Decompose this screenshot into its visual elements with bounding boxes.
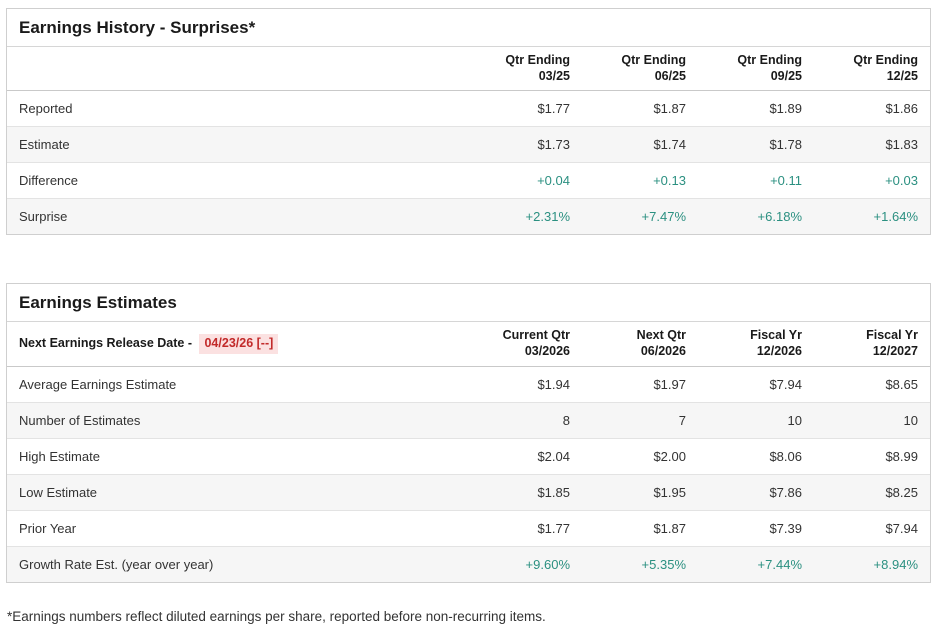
row-label: Average Earnings Estimate — [19, 376, 177, 392]
cell-value: $1.89 — [769, 101, 802, 117]
table-row-high-estimate: High Estimate $2.04 $2.00 $8.06 $8.99 — [7, 438, 930, 474]
cell-value: $2.00 — [653, 448, 686, 464]
history-column-header-1: Qtr Ending 03/25 — [466, 47, 582, 92]
history-column-header-3: Qtr Ending 09/25 — [698, 47, 814, 92]
earnings-history-panel: Earnings History - Surprises* Qtr Ending… — [6, 8, 931, 236]
cell-value: $7.94 — [769, 376, 802, 392]
cell-value: $1.73 — [537, 137, 570, 153]
cell-value: $7.94 — [885, 520, 918, 536]
table-row-surprise: Surprise +2.31% +7.47% +6.18% +1.64% — [7, 198, 930, 235]
cell-value: +0.04 — [537, 173, 570, 189]
cell-value: 10 — [787, 412, 802, 428]
cell-value: +2.31% — [525, 209, 570, 225]
release-date-label: Next Earnings Release Date - — [19, 336, 192, 351]
column-period: 03/25 — [538, 68, 570, 83]
cell-value: $7.39 — [769, 520, 802, 536]
history-column-header-4: Qtr Ending 12/25 — [814, 47, 930, 92]
row-label: Growth Rate Est. (year over year) — [19, 556, 214, 572]
release-date-badge: 04/23/26 [--] — [199, 334, 279, 354]
column-period: 09/25 — [770, 68, 802, 83]
cell-value: +1.64% — [873, 209, 918, 225]
cell-value: 10 — [903, 412, 918, 428]
earnings-estimates-panel: Earnings Estimates Next Earnings Release… — [6, 283, 931, 583]
table-row-reported: Reported $1.77 $1.87 $1.89 $1.86 — [7, 91, 930, 127]
table-row-low-estimate: Low Estimate $1.85 $1.95 $7.86 $8.25 — [7, 474, 930, 510]
column-label: Fiscal Yr — [866, 328, 918, 343]
next-earnings-release-cell: Next Earnings Release Date - 04/23/26 [-… — [7, 322, 466, 367]
cell-value: +5.35% — [641, 556, 686, 572]
cell-value: $1.87 — [653, 520, 686, 536]
column-label: Fiscal Yr — [750, 328, 802, 343]
cell-value: +0.11 — [770, 173, 802, 189]
cell-value: $2.04 — [537, 448, 570, 464]
row-label: Reported — [19, 101, 73, 117]
table-row-growth-rate-est: Growth Rate Est. (year over year) +9.60%… — [7, 546, 930, 582]
earnings-estimates-title: Earnings Estimates — [7, 284, 930, 323]
row-label: Number of Estimates — [19, 412, 141, 428]
row-label: Estimate — [19, 137, 70, 153]
cell-value: $8.25 — [885, 484, 918, 500]
cell-value: $1.77 — [537, 520, 570, 536]
row-label: High Estimate — [19, 448, 100, 464]
earnings-history-table: Qtr Ending 03/25 Qtr Ending 06/25 Qtr En… — [7, 47, 930, 235]
column-period: 12/2026 — [756, 343, 802, 358]
cell-value: $1.97 — [653, 376, 686, 392]
table-row-prior-year: Prior Year $1.77 $1.87 $7.39 $7.94 — [7, 510, 930, 546]
cell-value: +7.44% — [757, 556, 802, 572]
cell-value: 8 — [562, 412, 570, 428]
estimates-column-header-4: Fiscal Yr 12/2027 — [814, 322, 930, 367]
history-header-spacer — [7, 47, 466, 92]
row-label: Low Estimate — [19, 484, 98, 500]
history-column-header-2: Qtr Ending 06/25 — [582, 47, 698, 92]
estimates-header-row: Next Earnings Release Date - 04/23/26 [-… — [7, 322, 930, 367]
column-period: 03/2026 — [524, 343, 570, 358]
column-label: Qtr Ending — [737, 53, 802, 67]
cell-value: +8.94% — [873, 556, 918, 572]
cell-value: $1.86 — [885, 101, 918, 117]
table-row-estimate: Estimate $1.73 $1.74 $1.78 $1.83 — [7, 126, 930, 163]
cell-value: +6.18% — [757, 209, 802, 225]
column-label: Current Qtr — [502, 328, 570, 343]
cell-value: $8.06 — [769, 448, 802, 464]
cell-value: $8.99 — [885, 448, 918, 464]
cell-value: $1.74 — [653, 137, 686, 153]
cell-value: +0.03 — [885, 173, 918, 189]
row-label: Difference — [19, 173, 79, 189]
column-period: 12/25 — [886, 68, 918, 83]
cell-value: $1.78 — [769, 137, 802, 153]
row-label: Surprise — [19, 209, 68, 225]
table-row-number-of-estimates: Number of Estimates 8 7 10 10 — [7, 402, 930, 438]
cell-value: $1.77 — [537, 101, 570, 117]
cell-value: $1.94 — [537, 376, 570, 392]
cell-value: $1.83 — [885, 137, 918, 153]
estimates-column-header-2: Next Qtr 06/2026 — [582, 322, 698, 367]
cell-value: $7.86 — [769, 484, 802, 500]
estimates-column-header-3: Fiscal Yr 12/2026 — [698, 322, 814, 367]
column-period: 06/2026 — [640, 343, 686, 358]
column-label: Qtr Ending — [853, 53, 918, 67]
cell-value: $1.95 — [653, 484, 686, 500]
cell-value: +9.60% — [525, 556, 570, 572]
table-row-difference: Difference +0.04 +0.13 +0.11 +0.03 — [7, 162, 930, 199]
table-row-average-earnings-estimate: Average Earnings Estimate $1.94 $1.97 $7… — [7, 366, 930, 402]
estimates-column-header-1: Current Qtr 03/2026 — [466, 322, 582, 367]
column-period: 12/2027 — [872, 343, 918, 358]
cell-value: +7.47% — [641, 209, 686, 225]
cell-value: +0.13 — [653, 173, 686, 189]
earnings-estimates-table: Next Earnings Release Date - 04/23/26 [-… — [7, 322, 930, 582]
cell-value: $1.85 — [537, 484, 570, 500]
earnings-history-title: Earnings History - Surprises* — [7, 9, 930, 47]
earnings-footnote: *Earnings numbers reflect diluted earnin… — [7, 608, 546, 624]
history-header-row: Qtr Ending 03/25 Qtr Ending 06/25 Qtr En… — [7, 47, 930, 92]
column-period: 06/25 — [654, 68, 686, 83]
cell-value: $1.87 — [653, 101, 686, 117]
column-label: Qtr Ending — [505, 53, 570, 67]
cell-value: 7 — [678, 412, 686, 428]
column-label: Qtr Ending — [621, 53, 686, 67]
row-label: Prior Year — [19, 520, 77, 536]
cell-value: $8.65 — [885, 376, 918, 392]
column-label: Next Qtr — [636, 328, 686, 343]
